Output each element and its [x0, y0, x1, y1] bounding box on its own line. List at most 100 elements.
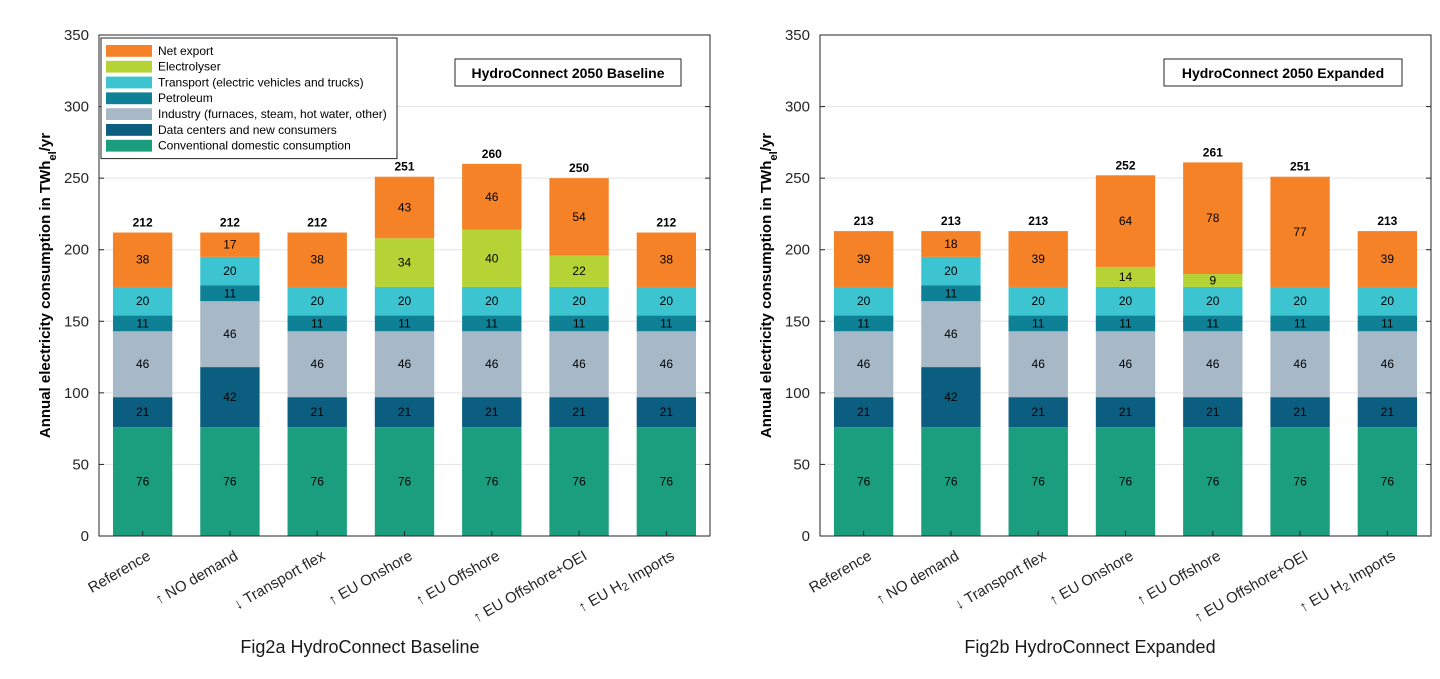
segment-value-label: 21: [311, 405, 325, 419]
bar-segment: [287, 286, 347, 316]
bar-segment: [200, 427, 260, 536]
bar-segment: [549, 427, 609, 536]
bar-segment: [112, 331, 173, 398]
segment-value-label: 21: [572, 405, 586, 419]
segment-value-label: 77: [1293, 225, 1307, 239]
segment-value-label: 11: [857, 316, 870, 330]
bar-total-label: 213: [854, 214, 874, 228]
chart-title: HydroConnect 2050 Baseline: [472, 65, 665, 81]
segment-value-label: 46: [1293, 357, 1307, 371]
segment-value-label: 20: [136, 294, 150, 308]
segment-value-label: 14: [1119, 270, 1133, 284]
chart-baseline: 0 50 100 150 200 250 300 350 76 21 46 11 20 38 212 Refe…: [37, 27, 711, 657]
figure-caption: Fig2b HydroConnect Expanded: [964, 637, 1215, 657]
segment-value-label: 54: [572, 210, 586, 224]
segment-value-label: 76: [136, 475, 150, 489]
y-tick-label: 150: [64, 313, 89, 330]
bar-total-label: 251: [1290, 160, 1310, 174]
y-tick-label: 200: [785, 242, 810, 259]
y-tick-label: 0: [81, 528, 89, 545]
segment-value-label: 43: [398, 200, 412, 214]
bar-segment: [921, 367, 981, 428]
segment-value-label: 11: [1294, 316, 1307, 330]
bar-segment: [1357, 315, 1418, 332]
bar-segment: [1357, 286, 1418, 316]
segment-value-label: 21: [1293, 405, 1307, 419]
y-tick-label: 100: [64, 385, 89, 402]
bar-segment: [1183, 427, 1243, 536]
bar-segment: [287, 331, 347, 398]
y-tick-label: 300: [785, 99, 810, 116]
segment-value-label: 21: [485, 405, 499, 419]
segment-value-label: 76: [1206, 475, 1220, 489]
bar-segment: [833, 315, 894, 332]
legend-entry: Electrolyser: [158, 60, 221, 74]
legend-swatch: [106, 76, 152, 89]
segment-value-label: 76: [311, 475, 325, 489]
legend-swatch: [106, 60, 152, 73]
segment-value-label: 11: [945, 286, 958, 300]
segment-value-label: 21: [1032, 405, 1046, 419]
segment-value-label: 21: [857, 405, 871, 419]
segment-value-label: 46: [1119, 357, 1133, 371]
bar-segment: [112, 315, 173, 332]
y-axis-label: Annual electricity consumption in TWhel/…: [758, 133, 780, 438]
segment-value-label: 20: [857, 294, 871, 308]
bar-segment: [1008, 427, 1068, 536]
bar-segment: [636, 397, 697, 428]
segment-value-label: 76: [398, 475, 412, 489]
x-tick-label: ↑ EU Onshore: [326, 548, 416, 610]
bar-segment: [921, 285, 981, 302]
legend-entry: Transport (electric vehicles and trucks): [158, 75, 364, 89]
segment-value-label: 46: [1206, 357, 1220, 371]
segment-value-label: 11: [1119, 316, 1132, 330]
x-tick-label: ↑ EU H2 Imports: [576, 548, 679, 618]
bar-segment: [374, 397, 435, 428]
bar-segment: [1095, 315, 1156, 332]
bar-segment: [287, 315, 347, 332]
bar-segment: [1357, 397, 1418, 428]
legend-swatch: [106, 45, 152, 57]
legend-swatch: [106, 108, 152, 120]
bar-segment: [200, 367, 260, 428]
segment-value-label: 64: [1119, 214, 1133, 228]
bar-segment: [833, 231, 894, 287]
segment-value-label: 46: [223, 327, 237, 341]
bar-segment: [1008, 331, 1068, 398]
bar-segment: [462, 315, 522, 332]
segment-value-label: 11: [1032, 316, 1045, 330]
chart-expanded: 0 50 100 150 200 250 300 350 76 21 46 11 20 39 213 Refe…: [758, 27, 1432, 657]
segment-value-label: 11: [1207, 316, 1220, 330]
legend-swatch: [106, 92, 152, 105]
bar-segment: [1095, 427, 1156, 536]
segment-value-label: 11: [660, 316, 673, 330]
segment-value-label: 21: [1119, 405, 1133, 419]
bar-segment: [1183, 397, 1243, 428]
segment-value-label: 76: [1293, 475, 1307, 489]
y-tick-label: 250: [64, 170, 89, 187]
legend-entry: Petroleum: [158, 91, 213, 105]
segment-value-label: 20: [1032, 294, 1046, 308]
bar-total-label: 212: [220, 216, 240, 230]
bar-segment: [549, 286, 609, 316]
segment-value-label: 20: [572, 294, 586, 308]
segment-value-label: 38: [660, 253, 674, 267]
bar-segment: [1270, 286, 1330, 316]
bar-segment: [1183, 286, 1243, 316]
bar-segment: [112, 232, 173, 287]
bar-total-label: 250: [569, 161, 589, 175]
title-box: [1163, 58, 1403, 87]
segment-value-label: 20: [944, 264, 958, 278]
y-tick-label: 350: [785, 27, 810, 44]
bar-segment: [462, 163, 522, 230]
bar-segment: [921, 256, 981, 286]
bar-total-label: 213: [1028, 214, 1048, 228]
x-tick-label: ↑ EU H2 Imports: [1297, 548, 1400, 618]
segment-value-label: 20: [1293, 294, 1307, 308]
segment-value-label: 76: [223, 475, 237, 489]
bar-segment: [549, 255, 609, 287]
bar-segment: [374, 286, 435, 316]
segment-value-label: 76: [1119, 475, 1133, 489]
segment-value-label: 11: [486, 316, 499, 330]
